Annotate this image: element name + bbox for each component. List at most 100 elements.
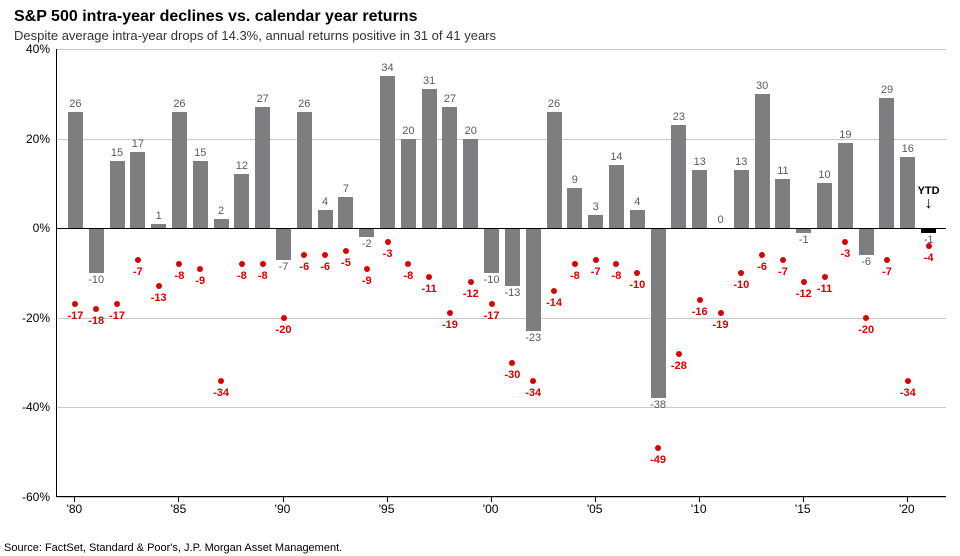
annual-return-bar [671, 125, 686, 228]
drawdown-label: -20 [276, 324, 292, 336]
drawdown-label: -16 [692, 306, 708, 318]
annual-return-label: 14 [610, 151, 622, 163]
annual-return-bar [859, 228, 874, 255]
annual-return-bar [297, 112, 312, 228]
drawdown-dot [260, 261, 266, 267]
annual-return-label: 26 [69, 98, 81, 110]
drawdown-dot [593, 257, 599, 263]
drawdown-dot [114, 301, 120, 307]
annual-return-label: 19 [839, 129, 851, 141]
x-tick-label: '15 [795, 502, 811, 516]
annual-return-bar [567, 188, 582, 228]
drawdown-dot [281, 315, 287, 321]
annual-return-bar [609, 165, 624, 228]
annual-return-label: 2 [218, 205, 224, 217]
arrow-down-icon: ↓ [918, 199, 940, 209]
annual-return-label: -6 [861, 256, 871, 268]
drawdown-dot [780, 257, 786, 263]
annual-return-bar [630, 210, 645, 228]
drawdown-label: -8 [258, 270, 268, 282]
drawdown-dot [93, 306, 99, 312]
annual-return-label: 20 [402, 125, 414, 137]
annual-return-bar [526, 228, 541, 331]
drawdown-dot [197, 266, 203, 272]
drawdown-dot [509, 360, 515, 366]
drawdown-label: -7 [778, 266, 788, 278]
annual-return-label: -10 [484, 274, 500, 286]
annual-return-label: 26 [548, 98, 560, 110]
annual-return-label: 11 [777, 165, 788, 177]
annual-return-bar [234, 174, 249, 228]
annual-return-label: 15 [111, 147, 123, 159]
chart-container: S&P 500 intra-year declines vs. calendar… [0, 0, 960, 556]
drawdown-dot [364, 266, 370, 272]
annual-return-label: 0 [717, 214, 723, 226]
y-tick-label: -40% [22, 400, 50, 414]
y-tick-label: 40% [26, 42, 50, 56]
annual-return-label: 9 [572, 174, 578, 186]
annual-return-bar [359, 228, 374, 237]
drawdown-dot [322, 252, 328, 258]
drawdown-label: -7 [591, 266, 601, 278]
annual-return-bar [588, 215, 603, 228]
drawdown-dot [489, 301, 495, 307]
annual-return-label: 3 [593, 201, 599, 213]
annual-return-bar [651, 228, 666, 398]
annual-return-label: -10 [88, 274, 104, 286]
annual-return-label: 26 [173, 98, 185, 110]
drawdown-label: -11 [817, 283, 832, 295]
annual-return-bar [255, 107, 270, 228]
annual-return-label: -1 [799, 234, 809, 246]
drawdown-label: -28 [671, 360, 687, 372]
source-attribution: Source: FactSet, Standard & Poor's, J.P.… [4, 542, 342, 554]
y-axis: -60%-40%-20%0%20%40% [14, 49, 56, 519]
annual-return-bar [193, 161, 208, 228]
annual-return-label: -23 [525, 332, 541, 344]
drawdown-dot [447, 310, 453, 316]
drawdown-dot [468, 279, 474, 285]
x-tick-label: '90 [275, 502, 291, 516]
drawdown-dot [405, 261, 411, 267]
drawdown-dot [551, 288, 557, 294]
annual-return-bar [838, 143, 853, 228]
drawdown-label: -34 [900, 387, 916, 399]
annual-return-bar [775, 179, 790, 228]
drawdown-label: -34 [525, 387, 541, 399]
drawdown-label: -8 [175, 270, 185, 282]
drawdown-label: -8 [403, 270, 413, 282]
drawdown-label: -17 [484, 310, 500, 322]
drawdown-label: -17 [109, 310, 125, 322]
drawdown-label: -18 [88, 315, 104, 327]
annual-return-label: -7 [279, 261, 289, 273]
annual-return-label: 12 [236, 160, 248, 172]
annual-return-label: 29 [881, 84, 893, 96]
drawdown-dot [239, 261, 245, 267]
drawdown-label: -9 [362, 275, 372, 287]
annual-return-label: 7 [343, 183, 349, 195]
annual-return-bar [214, 219, 229, 228]
drawdown-dot [697, 297, 703, 303]
annual-return-label: -13 [504, 287, 520, 299]
annual-return-bar [463, 139, 478, 229]
drawdown-label: -7 [882, 266, 892, 278]
drawdown-label: -11 [422, 283, 437, 295]
drawdown-dot [884, 257, 890, 263]
x-tick-label: '95 [379, 502, 395, 516]
annual-return-label: -2 [362, 238, 372, 250]
annual-return-bar [484, 228, 499, 273]
chart-area: -60%-40%-20%0%20%40% 26-17-10-1815-1717-… [14, 49, 946, 519]
drawdown-label: -10 [733, 279, 749, 291]
drawdown-label: -19 [442, 319, 458, 331]
annual-return-bar [172, 112, 187, 228]
drawdown-dot [343, 248, 349, 254]
grid-line [57, 407, 946, 408]
annual-return-label: 26 [298, 98, 310, 110]
annual-return-bar [817, 183, 832, 228]
drawdown-label: -8 [612, 270, 622, 282]
drawdown-label: -3 [383, 248, 393, 260]
annual-return-bar [318, 210, 333, 228]
annual-return-label: 20 [465, 125, 477, 137]
drawdown-label: -3 [840, 248, 850, 260]
grid-line [57, 318, 946, 319]
drawdown-dot [926, 243, 932, 249]
